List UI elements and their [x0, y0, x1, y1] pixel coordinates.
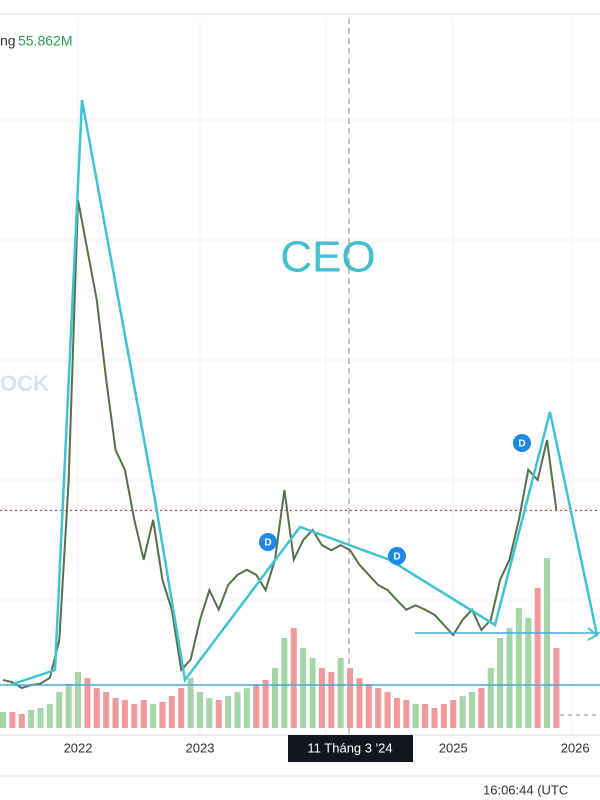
volume-bar [178, 688, 185, 728]
volume-bar [300, 648, 307, 728]
volume-layer [0, 558, 560, 728]
volume-bar [356, 678, 363, 728]
volume-label-prefix: ng [0, 33, 16, 49]
volume-bar [553, 648, 560, 728]
volume-bar [196, 692, 203, 728]
volume-bar [337, 658, 344, 728]
volume-bar [18, 714, 25, 728]
grid [0, 20, 600, 735]
volume-bar [309, 658, 316, 728]
volume-bar [347, 668, 354, 728]
svg-text:D: D [518, 439, 525, 450]
svg-text:D: D [264, 538, 271, 549]
volume-bar [412, 704, 419, 728]
volume-bar [431, 708, 438, 728]
volume-bar [75, 672, 82, 728]
volume-bar [506, 628, 513, 728]
symbol-label: CEO [280, 233, 375, 282]
volume-bar [112, 698, 119, 728]
volume-bar [525, 618, 532, 728]
watermark: OCK [0, 371, 49, 396]
volume-bar [121, 700, 128, 728]
volume-bar [440, 704, 447, 728]
volume-bar [290, 628, 297, 728]
volume-bar [422, 704, 429, 728]
arrow-head [587, 627, 599, 641]
horizontal-lines [0, 632, 600, 686]
price-layer [0, 199, 600, 690]
crosshair-label: 11 Tháng 3 '24 [307, 740, 392, 755]
volume-bar [225, 696, 232, 728]
volume-bar [159, 702, 166, 728]
x-tick-label: 2022 [64, 740, 93, 755]
volume-bar [28, 710, 35, 728]
volume-bar [384, 692, 391, 728]
volume-bar [253, 684, 260, 728]
volume-bar [281, 638, 288, 728]
volume-bar [9, 712, 16, 728]
volume-bar [487, 668, 494, 728]
volume-label: 55.862M [18, 33, 72, 49]
volume-bar [93, 688, 100, 728]
volume-bar [393, 698, 400, 728]
price-line [2, 199, 558, 690]
volume-bar [56, 692, 63, 728]
x-tick-label: 2025 [439, 740, 468, 755]
volume-bar [497, 638, 504, 728]
volume-bar [84, 678, 91, 728]
volume-bar [318, 668, 325, 728]
volume-bar [262, 680, 269, 728]
volume-bar [103, 692, 110, 728]
volume-bar [37, 708, 44, 728]
volume-bar [150, 704, 157, 728]
crosshair-label-box [288, 735, 413, 762]
svg-text:D: D [393, 552, 400, 563]
volume-bar [515, 608, 522, 728]
volume-bar [187, 678, 194, 728]
volume-bar [234, 692, 241, 728]
volume-bar [272, 668, 279, 728]
volume-bar [534, 588, 541, 728]
trend-lines [9, 99, 599, 687]
x-tick-label: 2026 [561, 740, 590, 755]
volume-bar [131, 704, 138, 728]
volume-bar [0, 712, 6, 728]
x-axis: 2022 2023 2025 2026 [64, 740, 590, 755]
dividend-markers: D D D [259, 434, 531, 565]
volume-bar [206, 698, 213, 728]
volume-bar [168, 696, 175, 728]
volume-bar [375, 688, 382, 728]
volume-bar [469, 692, 475, 728]
volume-bar [328, 672, 335, 728]
volume-bar [215, 700, 222, 728]
volume-bar [365, 684, 372, 728]
volume-bar [403, 700, 410, 728]
volume-bar [140, 700, 147, 728]
volume-bar [46, 704, 53, 728]
clock: 16:06:44 (UTC [483, 782, 568, 797]
volume-bar [478, 688, 485, 728]
volume-bar [459, 696, 466, 728]
volume-bar [65, 684, 72, 728]
volume-bar [243, 688, 250, 728]
volume-bar [544, 558, 551, 728]
volume-bar [450, 700, 457, 728]
x-tick-label: 2023 [186, 740, 215, 755]
